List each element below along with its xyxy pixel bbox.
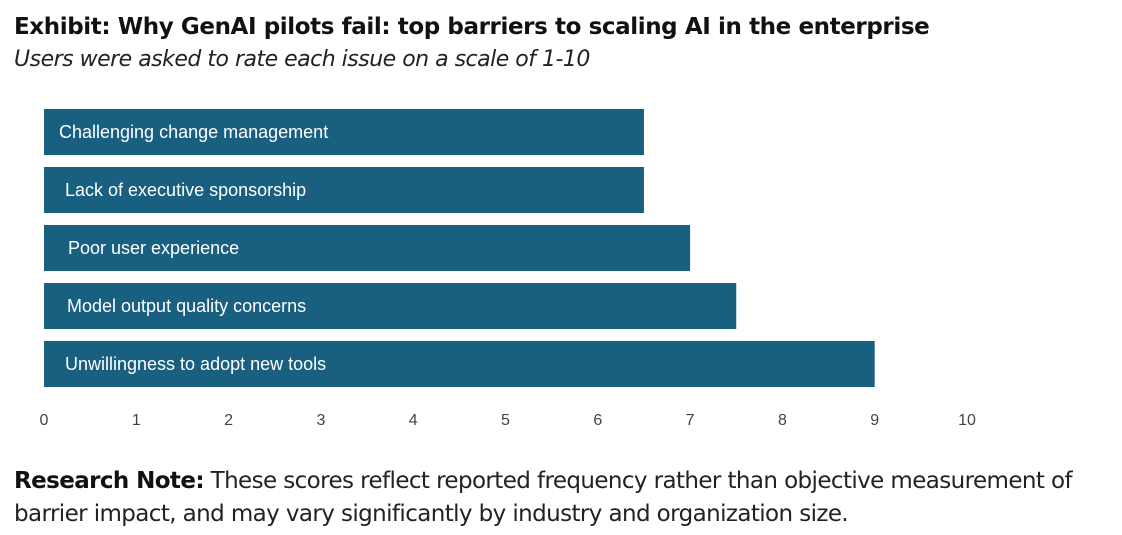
bar-2 bbox=[44, 225, 691, 271]
bar-label-4: Unwillingness to adopt new tools bbox=[65, 354, 326, 374]
x-tick-label: 1 bbox=[132, 412, 141, 429]
bar-3 bbox=[44, 283, 737, 329]
bar-label-2: Poor user experience bbox=[68, 238, 239, 258]
x-tick-label: 4 bbox=[409, 412, 418, 429]
research-note-label: Research Note: bbox=[14, 468, 205, 494]
x-tick-label: 8 bbox=[778, 412, 787, 429]
bar-chart: Challenging change management Lack of exe… bbox=[40, 109, 976, 429]
chart-subtitle: Users were asked to rate each issue on a… bbox=[14, 47, 590, 72]
x-tick-label: 0 bbox=[40, 412, 49, 429]
bar-4 bbox=[44, 341, 875, 387]
bar-label-0: Challenging change management bbox=[59, 122, 328, 142]
x-tick-label: 9 bbox=[870, 412, 879, 429]
research-note: Research Note: These scores reflect repo… bbox=[14, 465, 1114, 531]
bar-label-1: Lack of executive sponsorship bbox=[65, 180, 306, 200]
bar-1 bbox=[44, 167, 644, 213]
chart-title: Exhibit: Why GenAI pilots fail: top barr… bbox=[14, 14, 930, 40]
x-tick-label: 5 bbox=[501, 412, 510, 429]
x-tick-label: 7 bbox=[686, 412, 695, 429]
research-note-text: These scores reflect reported frequency … bbox=[14, 468, 1073, 527]
x-tick-label: 10 bbox=[958, 412, 976, 429]
x-tick-label: 2 bbox=[224, 412, 233, 429]
bar-0 bbox=[44, 109, 644, 155]
bar-label-3: Model output quality concerns bbox=[67, 296, 306, 316]
x-tick-label: 6 bbox=[593, 412, 602, 429]
x-tick-label: 3 bbox=[316, 412, 325, 429]
